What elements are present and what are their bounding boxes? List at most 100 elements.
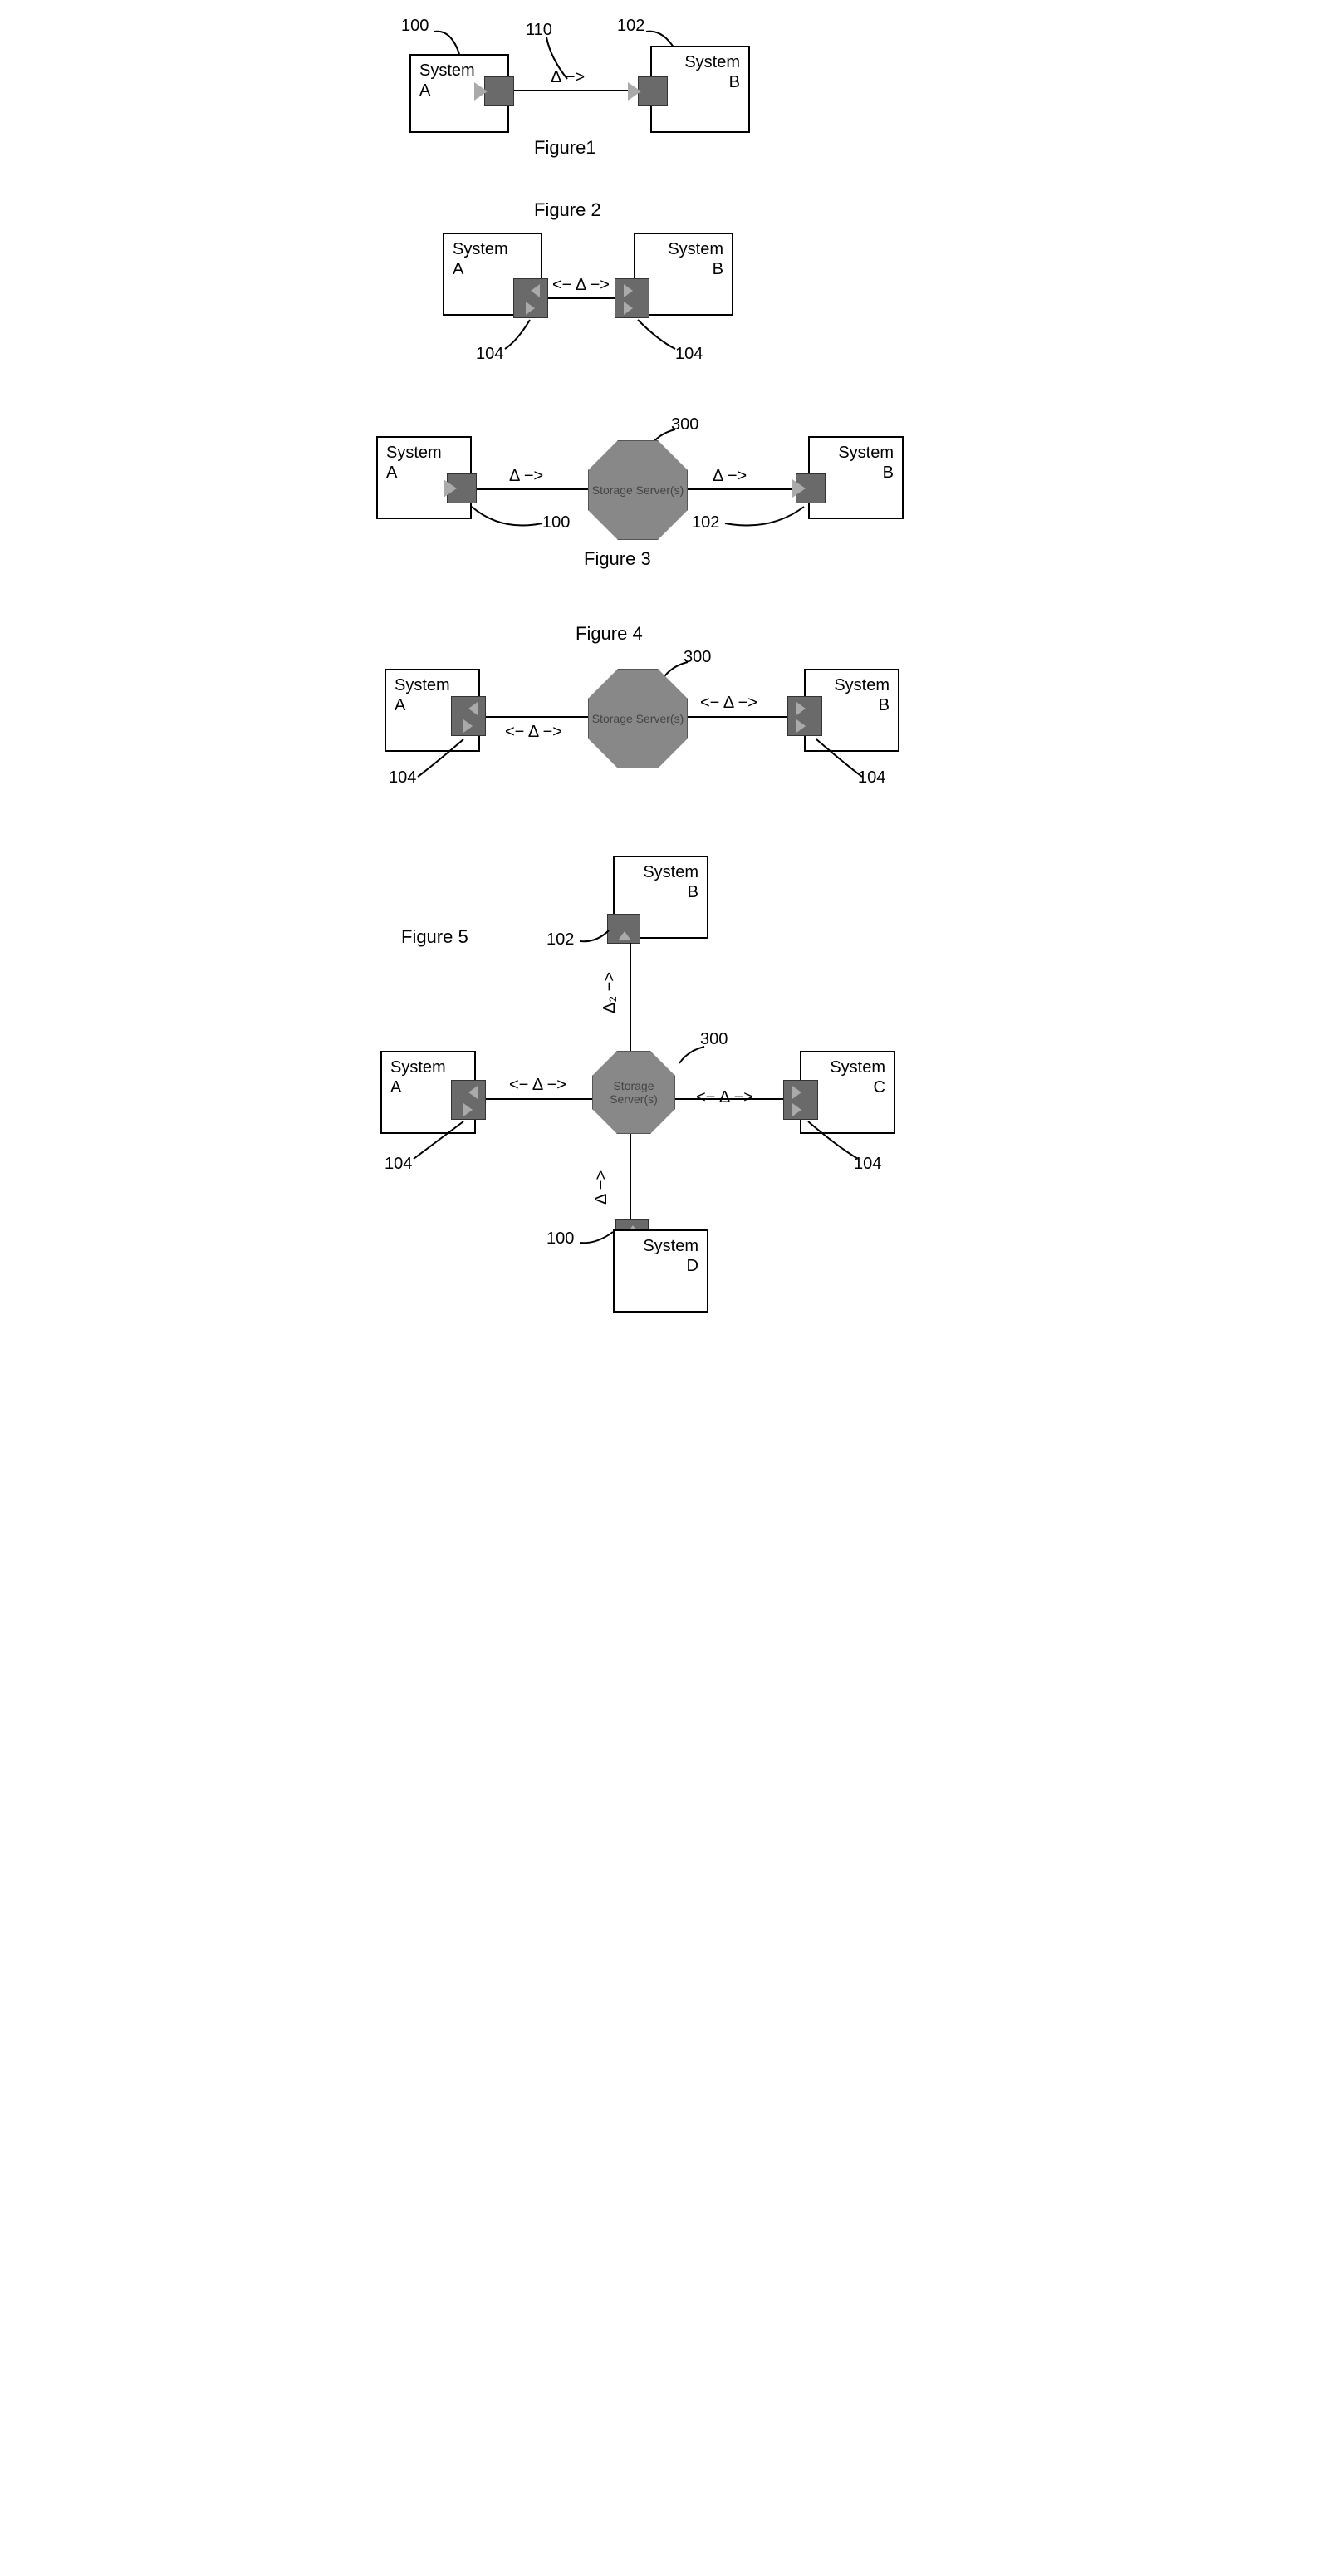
figure-5: Figure 5 System B 102 Δ₂ −> 300 Storage …: [335, 847, 1003, 1313]
tri-icon: [618, 931, 631, 940]
delta-right: <− Δ −>: [696, 1088, 753, 1107]
system-a-label1: System: [419, 61, 475, 80]
ref-300: 300: [671, 415, 698, 434]
system-a-port: [451, 696, 486, 736]
system-a-port: [513, 278, 548, 318]
link-left: [486, 716, 590, 718]
figure-3: 300 System A Δ −> Storage Server(s) Δ −>…: [335, 415, 1003, 590]
system-d-label2: D: [623, 1256, 698, 1276]
figure5-caption: Figure 5: [401, 926, 468, 948]
ref-102: 102: [617, 17, 644, 36]
tri-icon: [463, 1103, 473, 1116]
system-c-label1: System: [830, 1058, 885, 1077]
figure-2: Figure 2 System A <− Δ −> System B 104 1…: [335, 199, 1003, 382]
system-a-label1: System: [395, 676, 450, 694]
system-d-box: System D: [613, 1229, 708, 1313]
system-b-label1: System: [668, 240, 723, 258]
ref-104b: 104: [854, 1155, 881, 1174]
tri-icon: [526, 302, 535, 315]
ref-104b: 104: [675, 345, 703, 364]
ref-104b: 104: [858, 768, 885, 788]
server-label: Storage Server(s): [593, 1079, 674, 1106]
tri-icon: [468, 1086, 478, 1099]
leader-104a: [501, 316, 542, 353]
system-b-label1: System: [834, 676, 890, 694]
delta-left: <− Δ −>: [505, 723, 562, 742]
link-top: [630, 943, 631, 1051]
ref-100: 100: [546, 1229, 574, 1249]
tri-icon: [463, 719, 473, 733]
system-a-port: [447, 473, 477, 503]
delta-up: Δ₂ −>: [600, 972, 620, 1013]
delta-right: Δ −>: [713, 467, 747, 486]
link-bottom: [630, 1134, 631, 1225]
ref-100: 100: [542, 513, 570, 532]
tri-icon: [624, 302, 633, 315]
tri-icon: [796, 719, 806, 733]
figure2-caption: Figure 2: [534, 199, 601, 221]
ref-300: 300: [700, 1030, 728, 1049]
delta-label: <− Δ −>: [552, 276, 610, 295]
storage-server-icon: Storage Server(s): [588, 440, 688, 540]
system-b-label2: B: [814, 695, 890, 715]
system-b-port: [796, 473, 826, 503]
ref-104a: 104: [385, 1155, 412, 1174]
system-b-label2: B: [660, 72, 740, 92]
system-a-label1: System: [453, 240, 508, 258]
link-right: [688, 488, 796, 490]
delta-down: Δ −>: [592, 1170, 611, 1205]
delta-left: <− Δ −>: [509, 1076, 566, 1095]
server-label: Storage Server(s): [592, 712, 684, 725]
delta-left: Δ −>: [509, 467, 543, 486]
tri-icon: [796, 702, 806, 715]
tri-icon: [468, 702, 478, 715]
system-b-label2: B: [644, 259, 723, 279]
system-b-label1: System: [838, 444, 894, 462]
system-b-label2: B: [818, 463, 894, 483]
system-a-port: [451, 1080, 486, 1120]
leader-100: [468, 503, 551, 536]
ref-110: 110: [526, 21, 552, 40]
link-line: [514, 90, 639, 91]
leader-102: [721, 503, 812, 536]
figure3-caption: Figure 3: [584, 548, 651, 570]
system-c-port: [783, 1080, 818, 1120]
system-b-label1: System: [684, 53, 740, 71]
system-a-port: [484, 76, 514, 106]
system-d-label1: System: [643, 1237, 698, 1255]
delta-label: Δ −>: [551, 68, 585, 87]
page-root: 100 110 102 System A Δ −> System B Figur…: [335, 17, 1003, 1313]
tri-icon: [444, 479, 457, 498]
figure4-caption: Figure 4: [576, 623, 643, 645]
ref-300: 300: [684, 648, 711, 667]
ref-102: 102: [546, 930, 574, 949]
leader-100: [576, 1228, 617, 1249]
tri-icon: [624, 284, 633, 297]
tri-icon: [531, 284, 540, 297]
system-a-label1: System: [390, 1058, 446, 1077]
ref-100: 100: [401, 17, 429, 36]
system-b-label2: B: [623, 882, 698, 902]
system-b-port: [607, 914, 640, 944]
tri-icon: [628, 82, 641, 101]
figure-1: 100 110 102 System A Δ −> System B Figur…: [335, 17, 1003, 166]
system-a-label1: System: [386, 444, 442, 462]
figure1-caption: Figure1: [534, 137, 596, 159]
server-label: Storage Server(s): [592, 483, 684, 497]
tri-icon: [474, 82, 488, 101]
tri-icon: [792, 1103, 801, 1116]
system-b-label1: System: [643, 863, 698, 881]
system-c-label2: C: [810, 1077, 885, 1097]
ref-102: 102: [692, 513, 719, 532]
delta-right: <− Δ −>: [700, 694, 757, 713]
system-b-port: [638, 76, 668, 106]
leader-100: [426, 25, 476, 58]
ref-104a: 104: [389, 768, 416, 788]
storage-server-icon: Storage Server(s): [588, 669, 688, 768]
tri-icon: [792, 479, 806, 498]
ref-104a: 104: [476, 345, 503, 364]
figure-4: Figure 4 300 System A <− Δ −> Storage Se…: [335, 623, 1003, 814]
link-line: [548, 297, 615, 299]
tri-icon: [792, 1086, 801, 1099]
storage-server-icon: Storage Server(s): [592, 1051, 675, 1134]
